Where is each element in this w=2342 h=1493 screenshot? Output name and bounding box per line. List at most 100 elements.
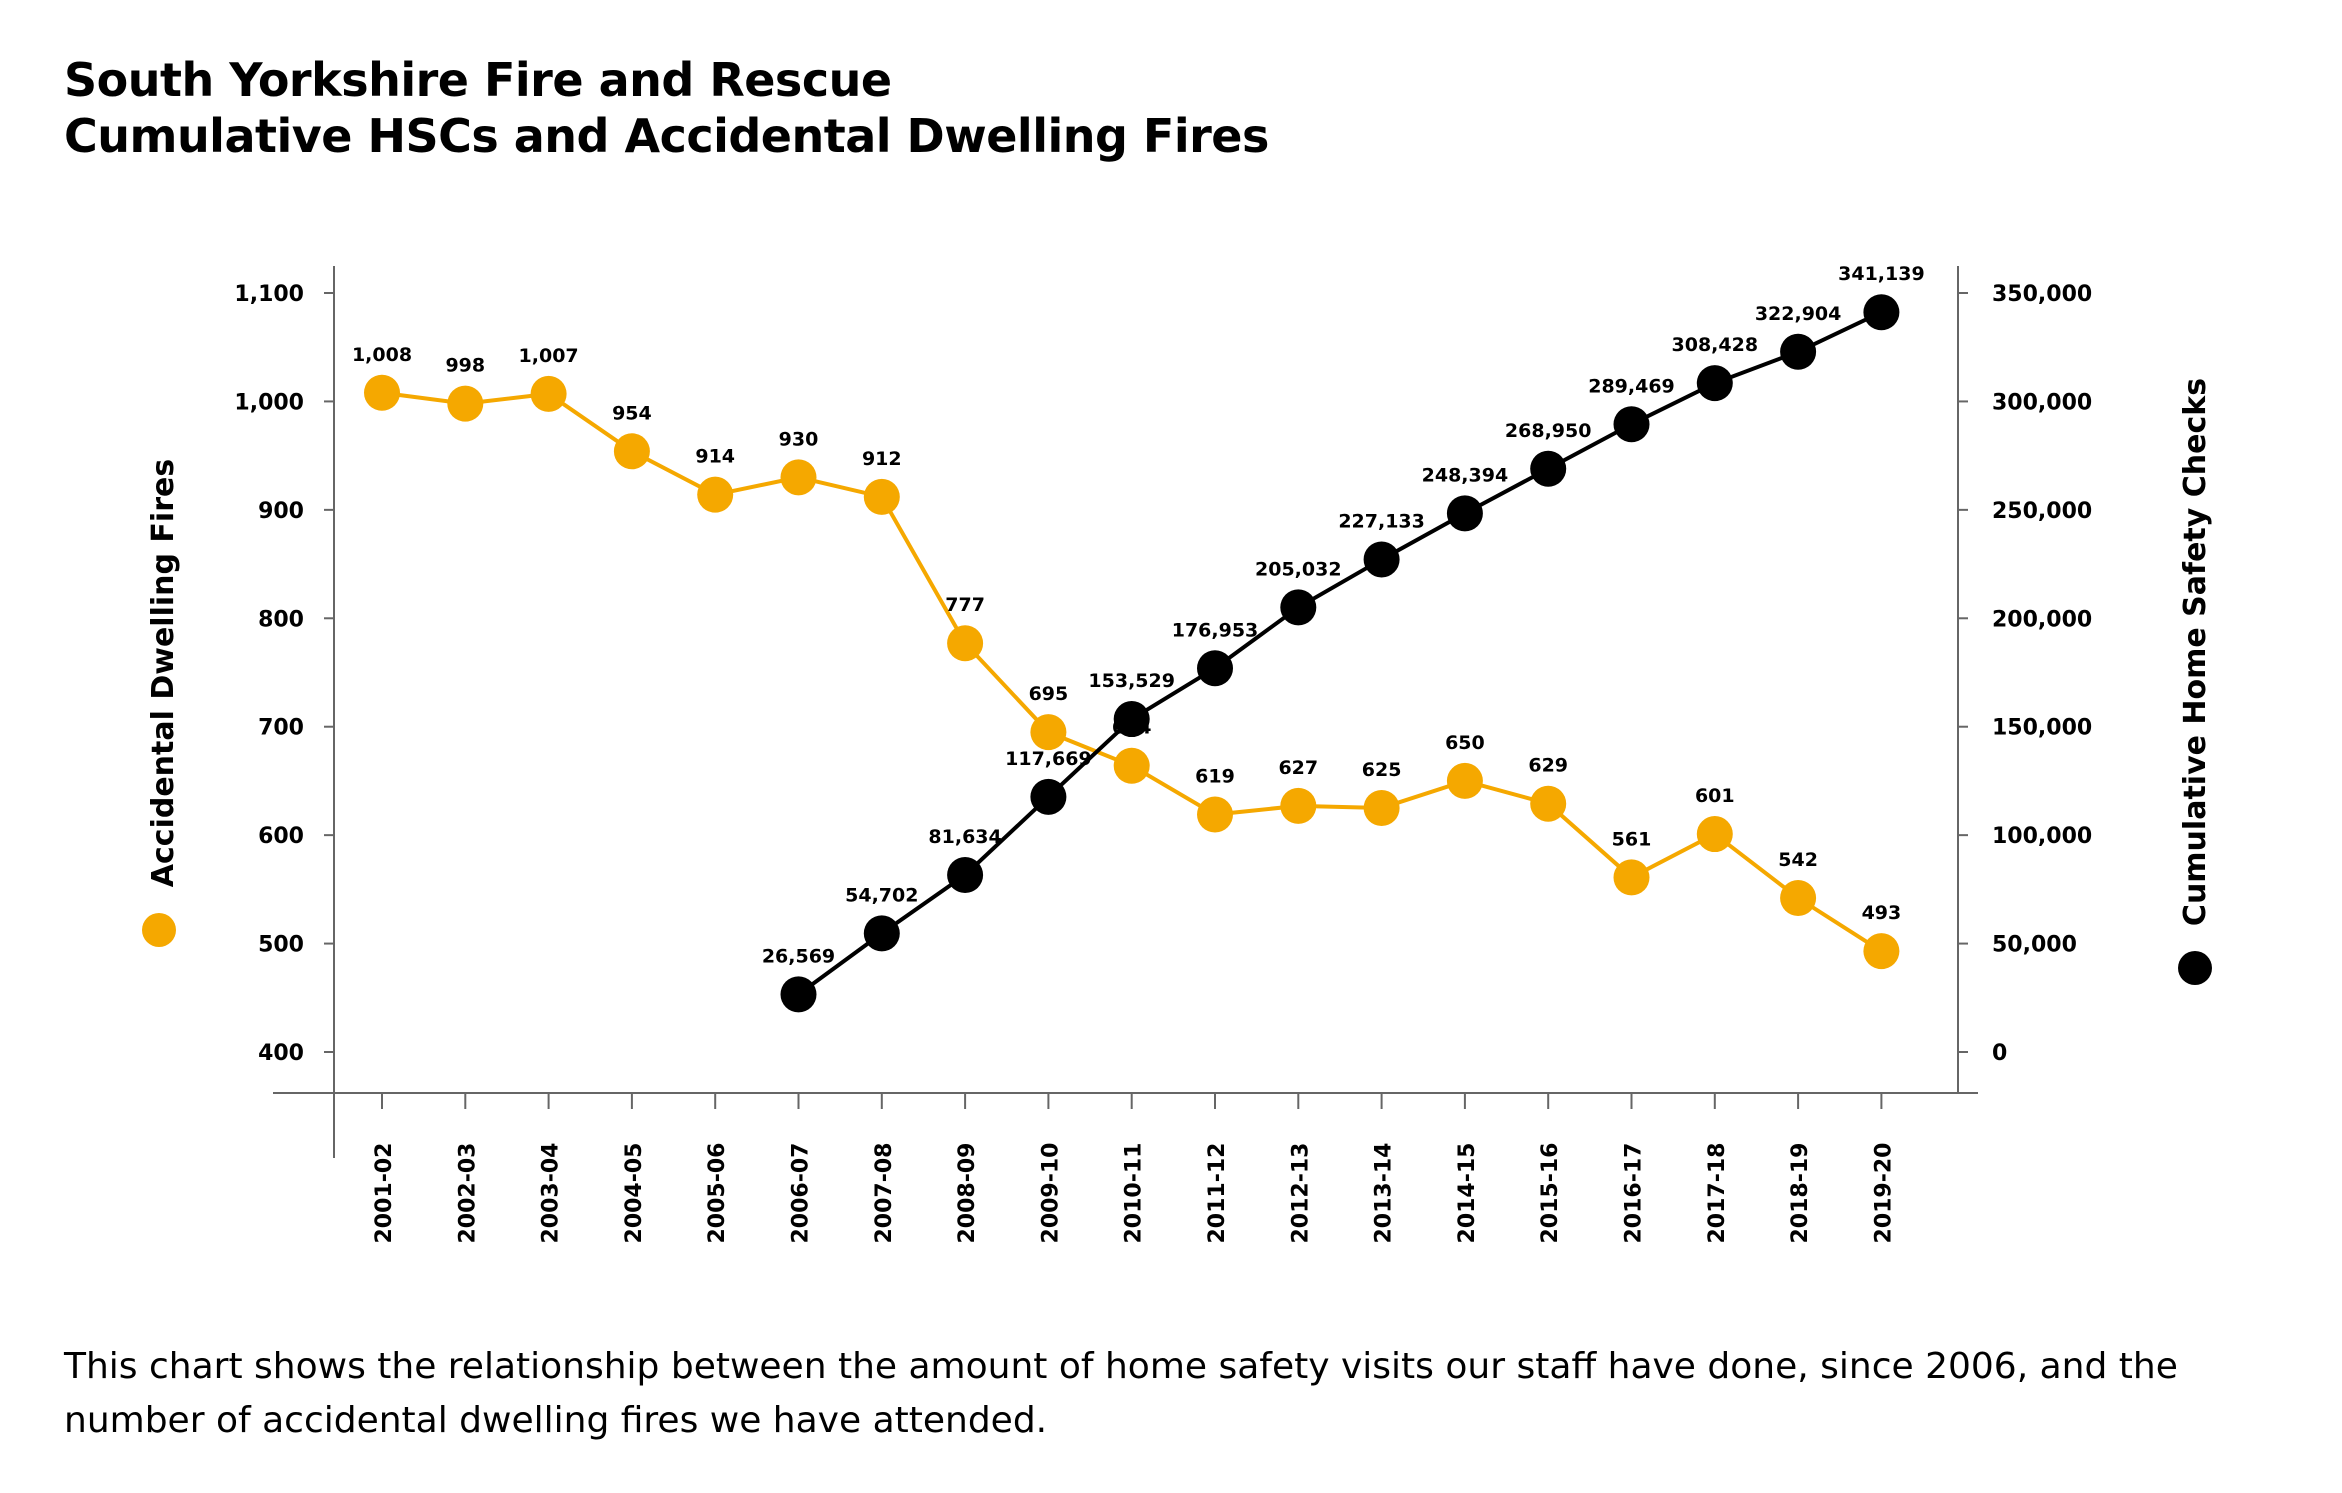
data-label-fires: 777 <box>945 594 985 616</box>
data-point-fires <box>1030 714 1067 751</box>
data-point-checks <box>863 915 900 952</box>
data-label-fires: 629 <box>1528 755 1568 777</box>
data-point-checks <box>780 976 817 1013</box>
data-label-checks: 322,904 <box>1755 303 1842 325</box>
data-point-fires <box>1113 747 1150 784</box>
data-label-fires: 561 <box>1612 828 1652 850</box>
chart-title: South Yorkshire Fire and Rescue Cumulati… <box>64 52 1269 164</box>
data-label-fires: 1,008 <box>352 344 412 366</box>
data-point-fires <box>1280 787 1317 824</box>
x-tick-label: 2001-02 <box>372 1143 397 1244</box>
data-label-checks: 341,139 <box>1838 263 1925 285</box>
data-point-fires <box>1696 816 1733 853</box>
left-tick-label: 400 <box>258 1041 304 1066</box>
x-tick-label: 2003-04 <box>539 1143 564 1244</box>
data-point-checks <box>1863 294 1900 331</box>
x-tick-label: 2012-13 <box>1288 1143 1313 1244</box>
data-label-checks: 289,469 <box>1588 375 1675 397</box>
data-label-checks: 153,529 <box>1088 670 1175 692</box>
data-point-fires <box>613 433 650 470</box>
x-tick-label: 2014-15 <box>1455 1143 1480 1244</box>
x-tick-label: 2006-07 <box>789 1143 814 1244</box>
x-tick-label: 2010-11 <box>1122 1143 1147 1244</box>
left-tick-label: 600 <box>258 824 304 849</box>
data-label-checks: 176,953 <box>1172 619 1259 641</box>
left-tick-label: 900 <box>258 499 304 524</box>
data-point-fires <box>697 476 734 513</box>
chart-caption: This chart shows the relationship betwee… <box>64 1346 2178 1441</box>
data-label-checks: 26,569 <box>762 945 835 967</box>
x-tick-label: 2002-03 <box>455 1143 480 1244</box>
x-tick-label: 2017-18 <box>1705 1143 1730 1244</box>
right-tick-label: 150,000 <box>1992 716 2092 741</box>
x-tick-label: 2015-16 <box>1538 1143 1563 1244</box>
data-point-checks <box>1280 589 1317 626</box>
data-point-fires <box>1363 790 1400 827</box>
left-tick-label: 1,000 <box>234 390 304 415</box>
data-point-checks <box>947 856 984 893</box>
data-point-checks <box>1780 333 1817 370</box>
data-point-fires <box>530 375 567 412</box>
data-point-checks <box>1446 495 1483 532</box>
left-axis-title: Accidental Dwelling Fires <box>146 459 181 887</box>
data-label-checks: 248,394 <box>1422 464 1509 486</box>
data-label-fires: 601 <box>1695 785 1735 807</box>
x-tick-label: 2004-05 <box>622 1143 647 1244</box>
x-tick-label: 2009-10 <box>1038 1143 1063 1244</box>
title-line-1: South Yorkshire Fire and Rescue <box>64 53 892 107</box>
x-tick-label: 2011-12 <box>1205 1143 1230 1244</box>
data-point-fires <box>447 385 484 422</box>
data-point-fires <box>780 459 817 496</box>
data-label-checks: 81,634 <box>928 826 1001 848</box>
data-label-fires: 627 <box>1278 757 1318 779</box>
right-tick-label: 100,000 <box>1992 824 2092 849</box>
data-label-checks: 205,032 <box>1255 558 1342 580</box>
legend-marker-fires <box>142 913 176 947</box>
data-point-fires <box>947 625 984 662</box>
right-tick-label: 300,000 <box>1992 390 2092 415</box>
x-tick-label: 2008-09 <box>955 1143 980 1244</box>
right-tick-label: 0 <box>1992 1041 2007 1066</box>
left-tick-label: 1,100 <box>234 282 304 307</box>
data-label-fires: 625 <box>1362 759 1402 781</box>
x-tick-label: 2018-19 <box>1788 1143 1813 1244</box>
legend-marker-checks <box>2178 951 2212 985</box>
data-point-fires <box>1446 762 1483 799</box>
data-label-fires: 650 <box>1445 732 1485 754</box>
data-point-checks <box>1197 650 1233 687</box>
data-point-fires <box>863 478 900 515</box>
left-tick-label: 800 <box>258 607 304 632</box>
data-label-checks: 54,702 <box>845 884 918 906</box>
data-point-fires <box>1780 880 1817 917</box>
data-label-fires: 619 <box>1195 766 1235 788</box>
left-tick-label: 500 <box>258 933 304 958</box>
x-tick-label: 2016-17 <box>1622 1143 1647 1244</box>
right-tick-label: 50,000 <box>1992 933 2077 958</box>
data-point-fires <box>1530 785 1567 822</box>
data-label-checks: 227,133 <box>1338 510 1425 532</box>
data-label-checks: 117,669 <box>1005 748 1092 770</box>
right-tick-label: 250,000 <box>1992 499 2092 524</box>
data-point-checks <box>1613 406 1650 443</box>
data-point-checks <box>1696 365 1733 402</box>
x-tick-label: 2019-20 <box>1871 1143 1896 1244</box>
data-label-checks: 268,950 <box>1505 420 1592 442</box>
data-point-fires <box>1613 859 1650 896</box>
data-point-checks <box>1113 701 1150 738</box>
data-label-fires: 954 <box>612 402 652 424</box>
x-tick-label: 2013-14 <box>1372 1143 1397 1244</box>
data-label-fires: 914 <box>695 446 735 468</box>
right-axis-title: Cumulative Home Safety Checks <box>2178 378 2213 926</box>
data-point-checks <box>1363 541 1400 578</box>
data-label-fires: 493 <box>1862 902 1902 924</box>
data-point-checks <box>1530 450 1567 487</box>
data-label-checks: 308,428 <box>1672 334 1759 356</box>
data-label-fires: 542 <box>1778 849 1818 871</box>
data-label-fires: 912 <box>862 448 902 470</box>
data-label-fires: 1,007 <box>519 345 579 367</box>
right-tick-label: 350,000 <box>1992 282 2092 307</box>
data-label-fires: 998 <box>445 355 485 377</box>
x-tick-label: 2005-06 <box>705 1143 730 1244</box>
data-label-fires: 695 <box>1029 683 1069 705</box>
